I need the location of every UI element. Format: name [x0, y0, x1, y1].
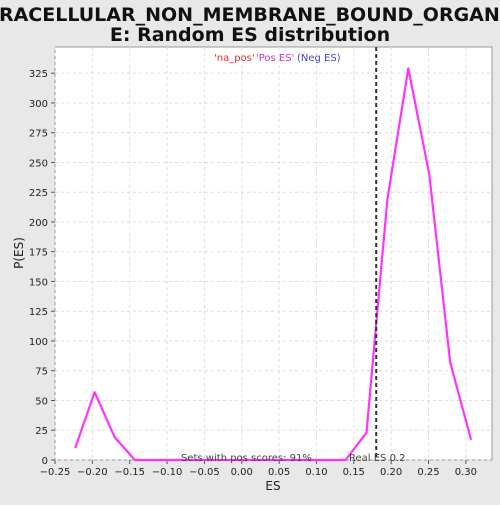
y-tick-label: 175	[29, 248, 48, 259]
y-tick-label: 250	[29, 158, 48, 169]
legend-pos-es-label: 'Pos ES'	[256, 53, 294, 64]
y-tick-label: 200	[29, 218, 48, 229]
x-tick-label: 0.00	[231, 467, 253, 478]
y-tick-label: 100	[29, 337, 48, 348]
axis-layer: 0 25 50 75 100 125 150 175 200 225 250 275 300 325 −0.…	[29, 69, 477, 478]
legend: 'na_pos' 'Pos ES' (Neg ES)	[214, 53, 341, 64]
y-tick-label: 300	[29, 99, 48, 110]
chart-title-line-1: INTRACELLULAR_NON_MEMBRANE_BOUND_ORGANEL…	[0, 4, 500, 26]
pos-scores-annotation: Sets with pos scores: 91%	[181, 453, 312, 464]
y-tick-label: 125	[29, 307, 48, 318]
x-tick-label: −0.15	[114, 467, 145, 478]
es-distribution-line	[74, 67, 473, 462]
x-tick-label: 0.30	[455, 467, 477, 478]
legend-neg-es-label: (Neg ES)	[297, 53, 341, 64]
real-es-annotation: Real ES 0.2	[349, 453, 405, 464]
legend-na-pos-label: 'na_pos'	[214, 53, 255, 64]
y-tick-label: 50	[35, 396, 48, 407]
x-tick-label: −0.10	[152, 467, 183, 478]
x-tick-label: 0.15	[343, 467, 365, 478]
x-tick-label: −0.05	[189, 467, 220, 478]
y-tick-label: 275	[29, 129, 48, 140]
y-tick-label: 25	[35, 426, 48, 437]
grid-layer	[54, 47, 492, 461]
x-tick-label: 0.20	[380, 467, 402, 478]
x-tick-label: −0.20	[77, 467, 108, 478]
x-tick-label: 0.05	[268, 467, 290, 478]
x-tick-label: 0.10	[305, 467, 327, 478]
chart-title-line-2: E: Random ES distribution	[110, 24, 390, 46]
x-axis-label: ES	[265, 479, 280, 493]
x-tick-label: 0.25	[417, 467, 439, 478]
x-tick-label: −0.25	[40, 467, 71, 478]
y-tick-label: 150	[29, 277, 48, 288]
series-layer	[74, 47, 473, 462]
y-tick-label: 325	[29, 69, 48, 80]
y-axis-label: P(ES)	[12, 237, 26, 269]
y-tick-label: 225	[29, 188, 48, 199]
y-tick-label: 0	[42, 456, 48, 467]
plot-area	[54, 46, 493, 461]
y-tick-label: 75	[35, 367, 48, 378]
